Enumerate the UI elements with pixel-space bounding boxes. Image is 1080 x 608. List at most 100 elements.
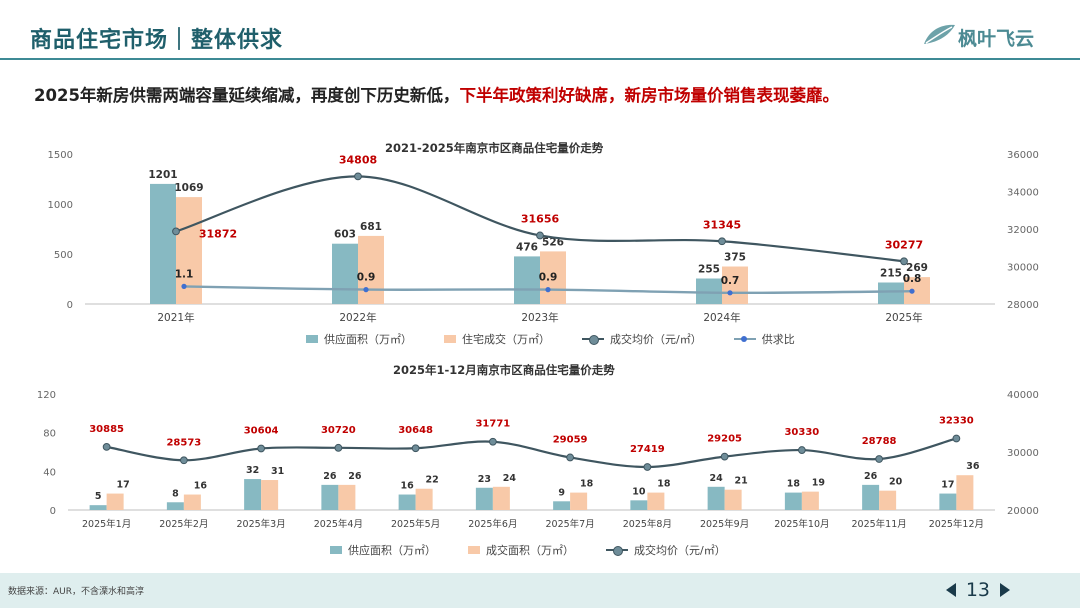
- bar-supply: [166, 502, 184, 510]
- chart1-title: 2021-2025年南京市区商品住宅量价走势: [385, 141, 604, 155]
- bar-supply-label: 16: [401, 481, 415, 492]
- header-divider: [0, 58, 1080, 60]
- bar-supply-label: 9: [558, 487, 565, 498]
- x-category-label: 2025年: [885, 311, 922, 324]
- y-left-tick-label: 1000: [48, 200, 73, 211]
- bar-supply-label: 32: [246, 465, 259, 476]
- price-point: [952, 434, 961, 443]
- bar-supply: [150, 183, 176, 304]
- x-category-label: 2025年1月: [82, 518, 131, 530]
- y-left-tick-label: 0: [50, 506, 56, 517]
- next-page-icon[interactable]: [1000, 583, 1010, 597]
- bar-deal: [415, 488, 433, 510]
- bar-supply-label: 10: [632, 486, 646, 497]
- bar-deal-label: 21: [735, 476, 748, 487]
- price-label: 31345: [703, 218, 741, 231]
- bar-deal-label: 19: [812, 478, 825, 489]
- x-category-label: 2025年7月: [546, 518, 595, 530]
- legend-label: 成交均价（元/㎡）: [610, 333, 702, 346]
- bar-supply-label: 8: [172, 488, 179, 499]
- x-category-label: 2022年: [339, 311, 376, 324]
- legend-label: 成交面积（万㎡）: [486, 544, 574, 557]
- price-label: 28573: [166, 437, 201, 448]
- y-left-tick-label: 500: [54, 250, 73, 261]
- y-left-tick-label: 120: [37, 390, 56, 401]
- bar-supply: [553, 501, 571, 510]
- price-point: [257, 444, 266, 453]
- price-label: 30648: [398, 425, 433, 436]
- ratio-label: 1.1: [175, 268, 194, 280]
- price-line: [106, 437, 957, 469]
- leaf-logo-icon: [924, 24, 955, 44]
- bar-deal-label: 1069: [174, 182, 203, 194]
- prev-page-icon[interactable]: [945, 583, 956, 597]
- bar-supply: [696, 278, 722, 304]
- price-label: 32330: [939, 415, 974, 426]
- bar-supply-label: 18: [787, 479, 801, 490]
- price-point: [179, 456, 188, 465]
- legend-label: 成交均价（元/㎡）: [634, 544, 726, 557]
- bar-supply-label: 26: [323, 471, 337, 482]
- price-point: [566, 453, 575, 462]
- bar-deal-label: 22: [426, 475, 439, 486]
- bar-supply-label: 255: [698, 264, 720, 276]
- legend-deal: 住宅成交（万㎡）: [444, 331, 550, 347]
- bar-deal-label: 36: [966, 461, 980, 472]
- bar-supply: [332, 243, 358, 304]
- bar-deal-label: 18: [657, 479, 671, 490]
- price-point: [354, 172, 362, 181]
- x-category-label: 2025年2月: [159, 518, 208, 530]
- bar-supply: [398, 494, 416, 510]
- bar-supply: [514, 256, 540, 304]
- price-label: 30720: [321, 425, 356, 436]
- bar-supply: [321, 484, 339, 510]
- price-label: 30885: [89, 424, 124, 435]
- x-category-label: 2024年: [703, 311, 740, 324]
- y-right-tick-label: 30000: [1007, 448, 1039, 459]
- bar-deal: [724, 489, 742, 510]
- bar-supply: [878, 282, 904, 304]
- ratio-label: 0.7: [721, 275, 740, 287]
- price-point: [900, 257, 908, 266]
- legend-price: 成交均价（元/㎡）: [606, 542, 726, 558]
- price-point: [643, 463, 652, 471]
- x-category-label: 2025年6月: [468, 518, 517, 530]
- bar-deal: [540, 251, 566, 304]
- bar-deal-label: 16: [194, 481, 208, 492]
- bar-deal-label: 17: [117, 480, 130, 491]
- page-number: 13: [965, 579, 990, 601]
- legend-ratio: 供求比: [733, 331, 795, 347]
- price-label: 30277: [885, 238, 923, 251]
- x-category-label: 2023年: [521, 311, 558, 324]
- headline-highlight: 下半年政策利好缺席，新房市场量价销售表现萎靡。: [459, 86, 839, 105]
- y-right-tick-label: 30000: [1007, 263, 1039, 274]
- bar-supply: [630, 500, 648, 510]
- price-point: [536, 231, 544, 240]
- price-point: [797, 446, 806, 454]
- x-category-label: 2025年9月: [700, 518, 749, 530]
- bar-deal-label: 269: [906, 262, 928, 274]
- bar-deal: [338, 484, 356, 510]
- x-category-label: 2025年11月: [851, 518, 906, 530]
- price-point: [488, 437, 497, 446]
- pagination: 13: [945, 579, 1010, 601]
- bar-deal: [106, 493, 124, 510]
- legend-line: [733, 336, 756, 342]
- headline: 2025年新房供需两端容量延续缩减，再度创下历史新低，下半年政策利好缺席，新房市…: [34, 82, 839, 106]
- bar-deal-label: 681: [360, 221, 382, 233]
- legend-label: 供求比: [761, 333, 795, 346]
- data-source-note: 数据来源：AUR，不含溧水和高淳: [8, 587, 144, 597]
- chart2-title: 2025年1-12月南京市区商品住宅量价走势: [393, 363, 615, 377]
- x-category-label: 2025年10月: [774, 518, 829, 530]
- x-category-label: 2025年3月: [237, 518, 286, 530]
- y-right-tick-label: 28000: [1007, 300, 1039, 311]
- bar-supply-label: 23: [478, 474, 491, 485]
- bar-deal: [570, 492, 588, 510]
- y-left-tick-label: 1500: [48, 150, 73, 161]
- ratio-point: [727, 290, 733, 296]
- bar-deal: [176, 197, 202, 304]
- legend-deal: 成交面积（万㎡）: [468, 542, 574, 558]
- bar-deal: [801, 491, 819, 510]
- price-point: [875, 455, 884, 463]
- y-left-tick-label: 80: [43, 429, 56, 440]
